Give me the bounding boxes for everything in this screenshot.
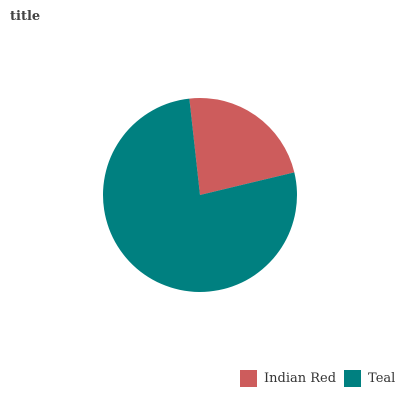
legend-swatch-teal xyxy=(344,370,362,387)
pie-slice-teal xyxy=(102,98,297,293)
legend-label-indian-red: Indian Red xyxy=(264,371,337,386)
legend-item-teal: Teal xyxy=(344,370,395,387)
chart-title: title xyxy=(10,9,41,24)
pie-slice-indian-red xyxy=(189,98,295,195)
legend-label-teal: Teal xyxy=(368,371,396,386)
legend-item-indian-red: Indian Red xyxy=(240,370,336,387)
legend: Indian Red Teal xyxy=(240,370,400,387)
legend-swatch-indian-red xyxy=(240,370,257,387)
